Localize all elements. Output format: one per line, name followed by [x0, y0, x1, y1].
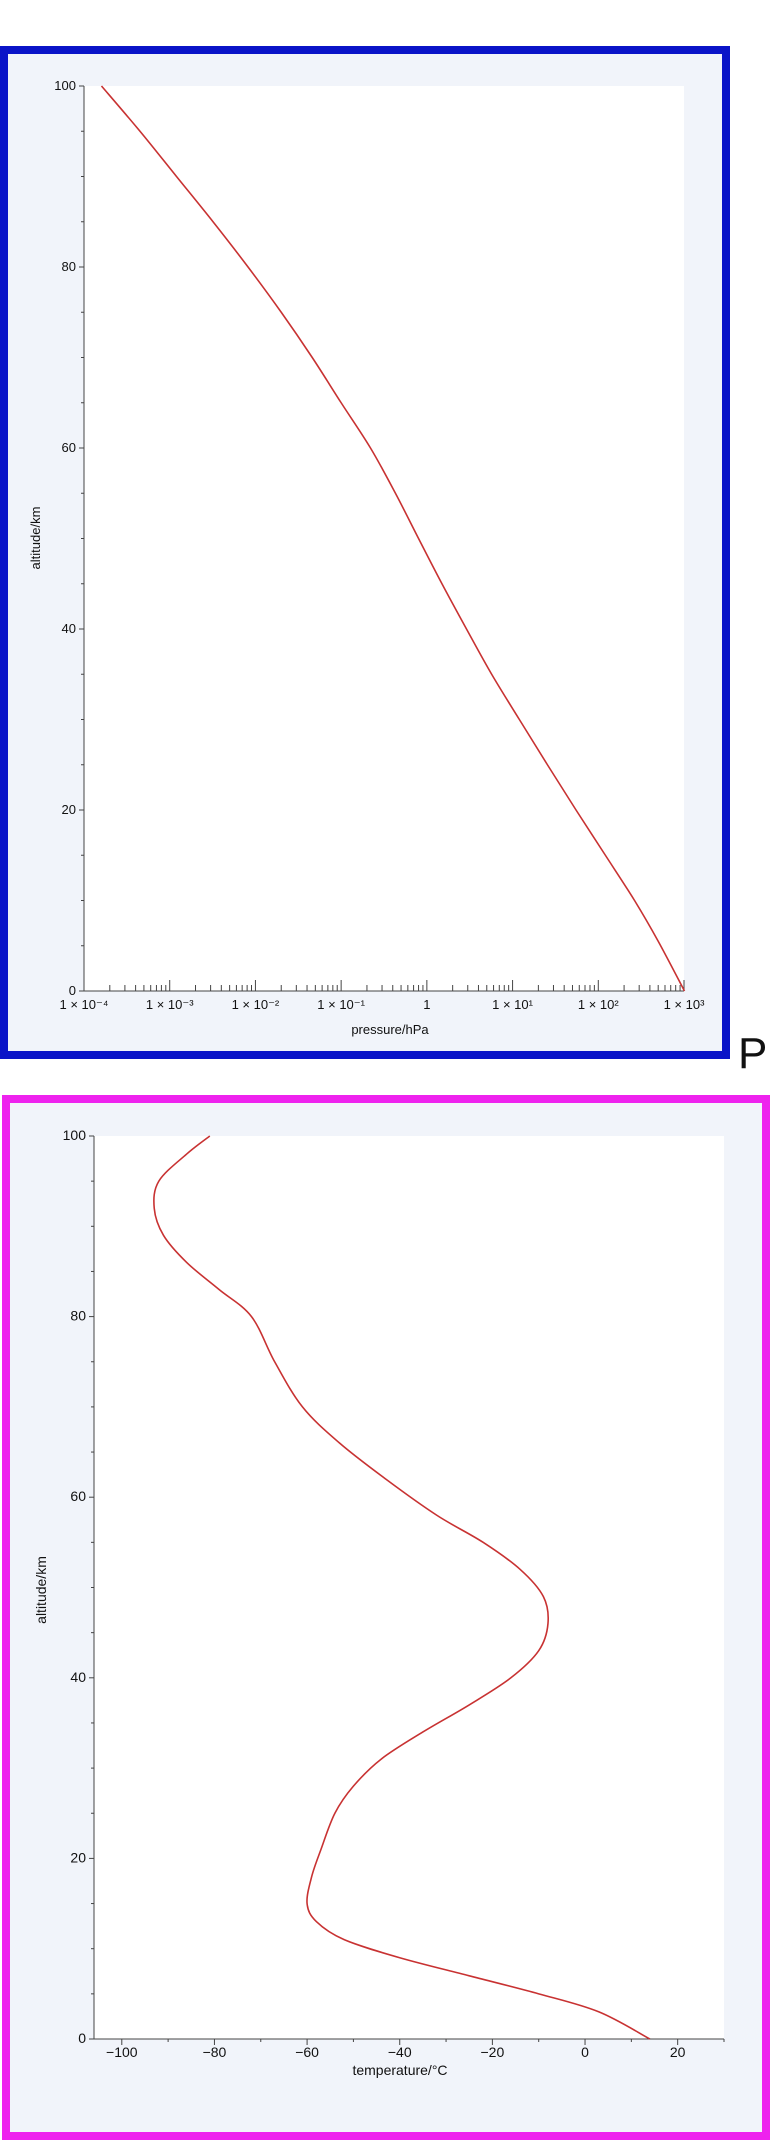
temperature-y-tick-label: 100 [63, 1127, 87, 1143]
temperature-x-tick-label: −40 [388, 2044, 412, 2060]
temperature-y-tick-label: 20 [70, 1849, 86, 1865]
pressure-x-tick-label: 1 × 10³ [664, 997, 706, 1012]
temperature-chart-panel: 0 20 40 60 80 100 −100 −80 −60 −40 −20 0 20 temperat… [2, 1095, 770, 2140]
pressure-y-tick-label: 40 [62, 621, 76, 636]
temperature-y-tick-label: 60 [70, 1488, 86, 1504]
pressure-plot-area [84, 86, 684, 991]
temperature-y-axis-label: altitude/km [33, 1556, 49, 1624]
temperature-x-axis-label: temperature/°C [352, 2062, 447, 2078]
pressure-altitude-curve [100, 85, 686, 992]
side-label-p: P [738, 1029, 767, 1078]
pressure-y-axis-label: altitude/km [28, 507, 43, 570]
temperature-y-tick-label: 0 [78, 2030, 86, 2046]
temperature-x-tick-label: −60 [295, 2044, 319, 2060]
temperature-altitude-curve [153, 1135, 651, 2040]
temperature-x-tick-label: 20 [670, 2044, 686, 2060]
pressure-y-tick-label: 20 [62, 802, 76, 817]
pressure-x-tick-label: 1 [423, 997, 430, 1012]
pressure-y-tick-label: 100 [54, 78, 76, 93]
pressure-x-tick-label: 1 × 10⁻⁴ [60, 997, 109, 1012]
pressure-y-tick-label: 60 [62, 440, 76, 455]
pressure-x-tick-label: 1 × 10² [578, 997, 620, 1012]
temperature-x-tick-label: 0 [581, 2044, 589, 2060]
temperature-x-tick-label: −100 [106, 2044, 138, 2060]
temperature-y-tick-label: 80 [70, 1308, 86, 1324]
pressure-chart-panel: 0 20 40 60 80 100 1 × 10⁻⁴ 1 × 10⁻³ 1 × 10⁻² 1 × … [0, 46, 730, 1059]
temperature-y-tick-label: 40 [70, 1669, 86, 1685]
pressure-x-tick-label: 1 × 10⁻³ [146, 997, 194, 1012]
temperature-plot-area [94, 1136, 724, 2039]
temperature-x-tick-label: −80 [203, 2044, 227, 2060]
pressure-x-axis-label: pressure/hPa [351, 1022, 429, 1037]
pressure-x-tick-label: 1 × 10⁻¹ [317, 997, 365, 1012]
pressure-y-tick-label: 0 [69, 983, 76, 998]
pressure-x-tick-label: 1 × 10¹ [492, 997, 534, 1012]
pressure-x-tick-label: 1 × 10⁻² [232, 997, 280, 1012]
temperature-x-tick-label: −20 [481, 2044, 505, 2060]
pressure-y-tick-label: 80 [62, 259, 76, 274]
